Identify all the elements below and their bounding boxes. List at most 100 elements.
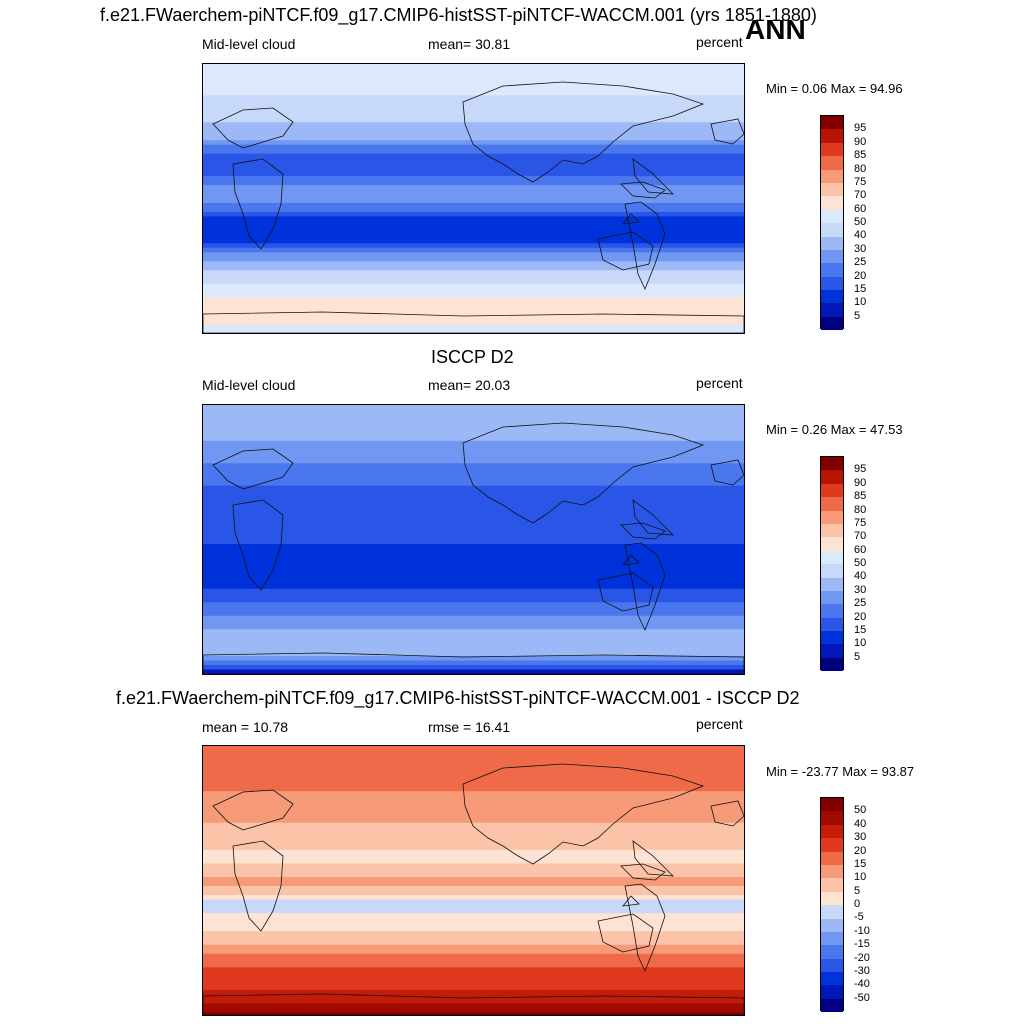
- colorbar-swatch: [821, 196, 843, 210]
- colorbar-swatch: [821, 644, 843, 658]
- zonal-band: [203, 310, 744, 316]
- zonal-band: [203, 324, 744, 330]
- zonal-band: [203, 274, 744, 280]
- zonal-band: [203, 597, 744, 603]
- colorbar-tick-label: 75: [854, 175, 867, 188]
- colorbar-swatch: [821, 169, 843, 183]
- zonal-band: [203, 449, 744, 455]
- colorbar-tick-label: 95: [854, 122, 867, 135]
- colorbar-tick-label: 95: [854, 463, 867, 476]
- zonal-band: [203, 472, 744, 478]
- zonal-band: [203, 207, 744, 213]
- zonal-band: [203, 822, 744, 828]
- zonal-band: [203, 849, 744, 855]
- zonal-band: [203, 998, 744, 1005]
- colorbar-swatch: [821, 905, 843, 919]
- zonal-band: [203, 234, 744, 240]
- zonal-band: [203, 890, 744, 896]
- zonal-band: [203, 176, 744, 182]
- zonal-band: [203, 211, 744, 218]
- zonal-band: [203, 895, 744, 901]
- zonal-band: [203, 122, 744, 128]
- zonal-band: [203, 413, 744, 420]
- zonal-band: [203, 836, 744, 842]
- zonal-band: [203, 279, 744, 285]
- colorbar-swatch: [821, 483, 843, 498]
- colorbar-swatch: [821, 631, 843, 645]
- zonal-band: [203, 521, 744, 527]
- panel3-minmax: Min = -23.77 Max = 93.87: [766, 764, 915, 779]
- zonal-band: [203, 759, 744, 765]
- zonal-band: [203, 944, 744, 950]
- zonal-band: [203, 297, 744, 303]
- colorbar-swatch: [821, 798, 843, 812]
- colorbar-swatch: [821, 824, 843, 839]
- coastline: [710, 459, 744, 486]
- panel2-field-label: Mid-level cloud: [202, 377, 296, 393]
- zonal-band: [203, 543, 744, 550]
- zonal-band: [203, 86, 744, 92]
- colorbar-tick-label: 70: [854, 530, 867, 543]
- zonal-band: [203, 158, 744, 164]
- zonal-band: [203, 225, 744, 231]
- coastline: [203, 993, 744, 1015]
- zonal-band: [203, 773, 744, 779]
- coastline: [232, 499, 284, 591]
- colorbar-tick-label: 20: [854, 610, 867, 623]
- zonal-band: [203, 77, 744, 83]
- colorbar-tick-label: -15: [854, 938, 870, 951]
- zonal-band: [203, 445, 744, 451]
- zonal-band: [203, 867, 744, 874]
- zonal-band: [203, 409, 744, 415]
- zonal-band: [203, 638, 744, 644]
- zonal-band: [203, 813, 744, 819]
- zonal-band: [203, 64, 744, 70]
- panel2-units-label: percent: [696, 375, 743, 391]
- zonal-band: [203, 908, 744, 914]
- colorbar-tick-label: 60: [854, 202, 867, 215]
- coastline: [624, 883, 666, 973]
- zonal-band: [203, 922, 744, 928]
- colorbar-tick-label: 30: [854, 831, 867, 844]
- zonal-band: [203, 508, 744, 514]
- colorbar-swatch: [821, 590, 843, 605]
- zonal-band: [203, 845, 744, 851]
- colorbar-swatch: [821, 182, 843, 197]
- zonal-band: [203, 917, 744, 923]
- zonal-band: [203, 149, 744, 155]
- colorbar-swatch: [821, 811, 843, 825]
- colorbar-swatch: [821, 142, 843, 157]
- zonal-band: [203, 1012, 744, 1015]
- season-label: ANN: [745, 14, 806, 45]
- zonal-band: [203, 899, 744, 905]
- colorbar-tick-label: -30: [854, 964, 870, 977]
- colorbar-swatch: [821, 129, 843, 143]
- coastline: [710, 800, 744, 827]
- zonal-band: [203, 292, 744, 298]
- colorbar-tick-label: 0: [854, 898, 861, 910]
- zonal-band: [203, 288, 744, 294]
- zonal-band: [203, 633, 744, 639]
- colorbar-swatch: [821, 972, 843, 986]
- zonal-band: [203, 485, 744, 491]
- zonal-band: [203, 194, 744, 200]
- zonal-band: [203, 418, 744, 424]
- colorbar-swatch: [821, 891, 843, 906]
- colorbar-swatch: [821, 604, 843, 618]
- zonal-band: [203, 328, 744, 333]
- zonal-band: [203, 940, 744, 946]
- zonal-band: [203, 809, 744, 815]
- panel2-mean-label: mean= 20.03: [428, 377, 511, 393]
- zonal-band: [203, 126, 744, 132]
- zonal-band: [203, 315, 744, 321]
- zonal-band: [203, 99, 744, 105]
- zonal-band: [203, 108, 744, 114]
- colorbar-swatch: [821, 851, 843, 865]
- colorbar-swatch: [821, 116, 843, 130]
- colorbar-tick-label: 20: [854, 269, 867, 282]
- coastline: [597, 231, 654, 271]
- zonal-band: [203, 791, 744, 797]
- colorbar-tick-label: 10: [854, 296, 867, 309]
- zonal-band: [203, 958, 744, 964]
- zonal-band: [203, 252, 744, 258]
